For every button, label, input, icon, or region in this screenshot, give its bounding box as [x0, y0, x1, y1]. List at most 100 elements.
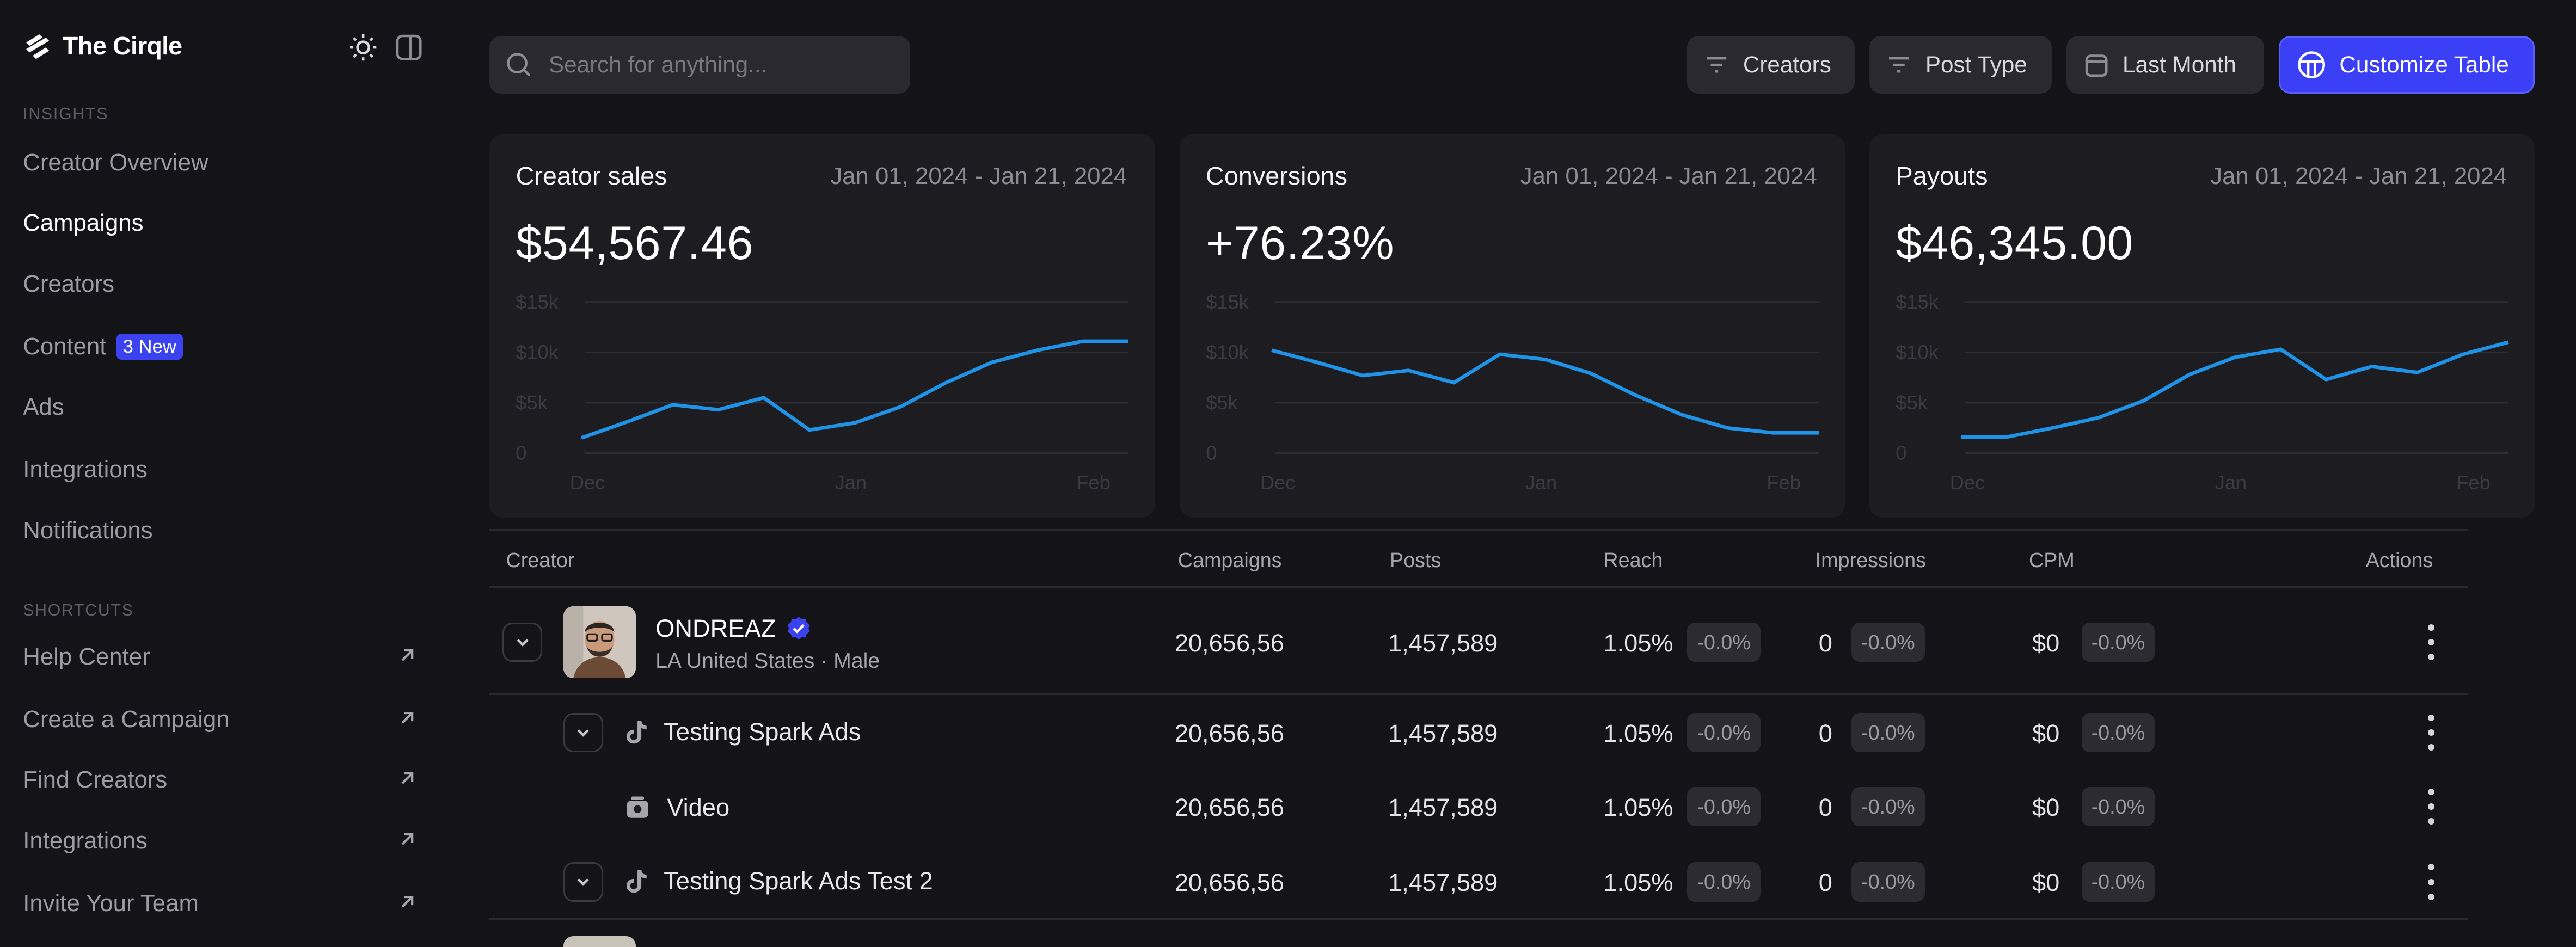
reach-delta-badge: -0.0%	[1687, 786, 1761, 826]
y-tick-label: $10k	[516, 341, 559, 364]
cell-impressions: 0	[1818, 629, 1832, 657]
row-actions-button[interactable]	[2423, 787, 2439, 826]
x-tick-label: Jan	[2215, 471, 2247, 494]
x-tick-label: Feb	[1767, 471, 1800, 494]
impressions-delta-badge: -0.0%	[1851, 622, 1925, 662]
card-value: +76.23%	[1206, 217, 1395, 270]
header-reach[interactable]: Reach	[1603, 548, 1663, 571]
sidebar-item-label: Notifications	[23, 516, 153, 544]
customize-table-button[interactable]: Customize Table	[2278, 36, 2535, 94]
post-type-filter-button[interactable]: Post Type	[1869, 36, 2052, 94]
expand-row-button[interactable]	[563, 712, 603, 753]
header-posts[interactable]: Posts	[1390, 548, 1442, 571]
x-tick-label: Dec	[570, 471, 605, 494]
sun-icon[interactable]	[348, 33, 378, 62]
content-name-wrap[interactable]: Video	[624, 794, 729, 822]
sidebar-toggle-icon[interactable]	[394, 33, 424, 62]
header-cpm[interactable]: CPM	[2028, 548, 2075, 571]
y-tick-label: 0	[1896, 442, 1907, 464]
y-tick-label: 0	[516, 442, 527, 464]
sidebar-item-label: Content	[23, 333, 107, 360]
header-campaigns[interactable]: Campaigns	[1177, 548, 1282, 571]
campaign-name-wrap[interactable]: Testing Spark Ads	[624, 718, 861, 746]
y-tick-label: 0	[1206, 442, 1217, 464]
cell-reach: 1.05%	[1603, 629, 1673, 657]
card-title: Payouts	[1896, 161, 1988, 190]
sidebar-item-creator-overview[interactable]: Creator Overview	[23, 145, 417, 181]
cell-posts: 1,457,589	[1388, 629, 1498, 657]
arrow-up-right-icon	[401, 772, 414, 784]
search-input[interactable]	[545, 50, 897, 80]
row-actions-button[interactable]	[2423, 623, 2439, 662]
cell-cpm: $0	[2032, 629, 2060, 657]
reach-delta-badge: -0.0%	[1687, 862, 1761, 902]
cell-reach: 1.05%	[1603, 719, 1673, 747]
shortcut-invite-team[interactable]: Invite Your Team	[23, 885, 417, 921]
section-label-shortcuts: SHORTCUTS	[23, 601, 134, 619]
sidebar-item-label: Creator Overview	[23, 149, 208, 176]
header-impressions[interactable]: Impressions	[1815, 548, 1926, 571]
sidebar-item-ads[interactable]: Ads	[23, 389, 417, 425]
sidebar-item-content[interactable]: Content 3 New	[23, 329, 417, 365]
reach-delta-badge: -0.0%	[1687, 712, 1761, 753]
header-actions: Actions	[2365, 548, 2433, 571]
row-actions-button[interactable]	[2423, 713, 2439, 752]
y-tick-label: $10k	[1896, 341, 1939, 364]
creators-filter-label: Creators	[1743, 52, 1831, 78]
cirqle-logo-icon	[26, 34, 50, 59]
card-value: $54,567.46	[516, 217, 754, 270]
shortcut-label: Invite Your Team	[23, 889, 199, 917]
creator-name-wrap[interactable]: ONDREAZ	[655, 614, 812, 643]
new-badge: 3 New	[116, 333, 183, 360]
date-filter-button[interactable]: Last Month	[2066, 36, 2264, 94]
x-tick-label: Dec	[1950, 471, 1985, 494]
x-tick-label: Feb	[1077, 471, 1111, 494]
search-icon	[507, 53, 531, 77]
cpm-delta-badge: -0.0%	[2081, 622, 2155, 662]
cell-campaigns: 20,656,56	[1174, 869, 1285, 897]
shortcut-create-campaign[interactable]: Create a Campaign	[23, 702, 417, 737]
shortcut-help-center[interactable]: Help Center	[23, 639, 417, 675]
sidebar-item-creators[interactable]: Creators	[23, 266, 417, 302]
section-label-insights: INSIGHTS	[23, 105, 109, 124]
shortcut-integrations[interactable]: Integrations	[23, 823, 417, 859]
sidebar: The Cirqle INSIGHTS Creator Overview Cam…	[0, 0, 453, 947]
sidebar-item-label: Ads	[23, 393, 64, 421]
card-value: $46,345.00	[1896, 217, 2133, 270]
cell-posts: 1,457,589	[1388, 793, 1498, 821]
arrow-up-right-icon	[401, 649, 414, 661]
sidebar-item-campaigns[interactable]: Campaigns	[23, 205, 417, 241]
x-tick-label: Dec	[1260, 471, 1295, 494]
line-chart: $15k $10k $5k 0 Dec Jan Feb	[516, 291, 1129, 494]
avatar	[563, 936, 636, 947]
card-date-range: Jan 01, 2024 - Jan 21, 2024	[1520, 162, 1817, 189]
creators-filter-button[interactable]: Creators	[1687, 36, 1855, 94]
expand-row-button[interactable]	[563, 862, 603, 902]
cell-campaigns: 20,656,56	[1174, 793, 1285, 821]
campaign-name: Testing Spark Ads Test 2	[664, 867, 933, 895]
y-tick-label: $5k	[1896, 391, 1928, 414]
payouts-card: $15k $10k $5k 0 Dec Jan Feb Payouts Jan 01, 20…	[1869, 134, 2535, 518]
sidebar-item-notifications[interactable]: Notifications	[23, 513, 417, 549]
sidebar-item-integrations[interactable]: Integrations	[23, 452, 417, 488]
line-chart: $15k $10k $5k 0 Dec Jan Feb	[1206, 291, 1819, 494]
calendar-icon	[2085, 54, 2108, 77]
cell-reach: 1.05%	[1603, 869, 1673, 897]
cell-campaigns: 20,656,56	[1174, 719, 1285, 747]
date-filter-label: Last Month	[2122, 52, 2236, 78]
brand[interactable]: The Cirqle	[23, 31, 182, 60]
tiktok-icon	[626, 870, 647, 893]
expand-row-button[interactable]	[502, 622, 542, 662]
shortcut-find-creators[interactable]: Find Creators	[23, 762, 417, 798]
content-name: Video	[667, 793, 730, 821]
row-actions-button[interactable]	[2423, 862, 2439, 901]
campaign-name-wrap[interactable]: Testing Spark Ads Test 2	[624, 867, 933, 895]
campaign-name: Testing Spark Ads	[664, 717, 861, 746]
cell-campaigns: 20,656,56	[1174, 629, 1285, 657]
series-line	[1271, 348, 1819, 435]
sidebar-item-label: Creators	[23, 270, 114, 298]
header-creator[interactable]: Creator	[506, 548, 575, 571]
filter-icon	[1889, 57, 1909, 73]
search-box[interactable]	[489, 36, 910, 94]
cell-impressions: 0	[1818, 869, 1832, 897]
